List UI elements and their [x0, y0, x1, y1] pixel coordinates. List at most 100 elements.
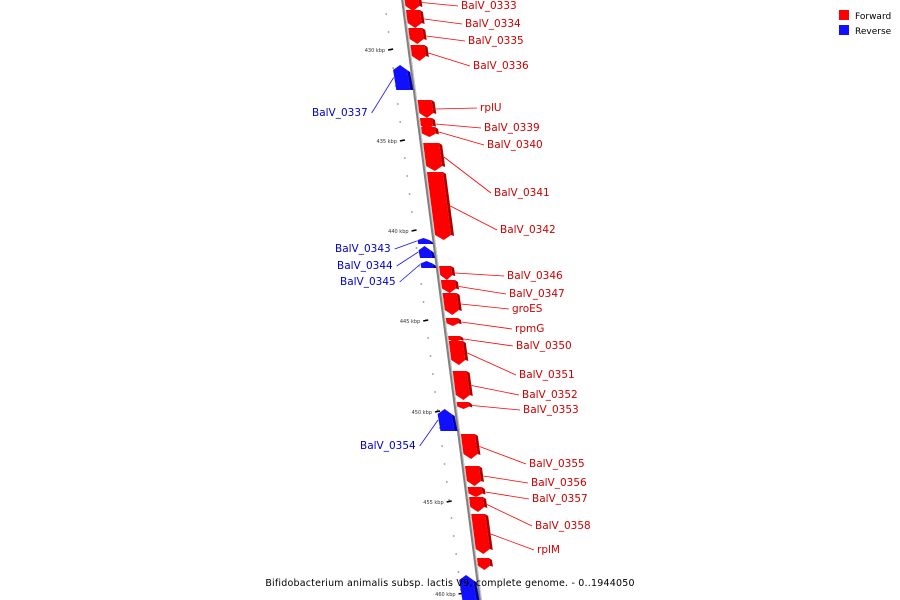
gene-leader-line	[454, 272, 505, 277]
gene-arrow	[459, 575, 480, 600]
gene-label: BalV_0340	[487, 139, 543, 151]
gene-label: groES	[512, 303, 543, 315]
gene-label: BalV_0357	[532, 493, 588, 505]
gene-label: BalV_0356	[531, 477, 587, 489]
tick-label: 445 kbp	[400, 319, 420, 325]
gene-label: BalV_0341	[494, 187, 550, 199]
gene-arrow	[410, 45, 429, 61]
legend-label: Reverse	[855, 27, 892, 37]
gene-leader-line	[485, 491, 530, 500]
tick-label: 430 kbp	[365, 48, 385, 54]
gene-arrow	[420, 261, 437, 268]
map-caption: Bifidobacterium animalis subsp. lactis V…	[265, 578, 635, 589]
gene-arrow	[423, 143, 446, 171]
gene-label: BalV_0352	[522, 389, 578, 401]
gene-arrow	[448, 336, 464, 342]
gene-arrow	[469, 497, 488, 512]
genome-backbone	[401, 0, 482, 600]
gene-leader-line	[438, 131, 485, 146]
major-tick	[411, 229, 417, 232]
gene-leader-line	[394, 240, 417, 250]
gene-labels: BalV_0333 BalV_0334 BalV_0335 BalV_0336 BalV…	[312, 0, 591, 556]
backbone-ticks: 430 kbp 435 kbp 440 kbp 445 kbp 450 kbp 455 k…	[365, 13, 464, 598]
gene-leader-line	[483, 475, 529, 484]
major-tick	[387, 48, 394, 51]
gene-arrow	[439, 266, 456, 280]
gene-label: rpmG	[515, 323, 544, 335]
gene-label: BalV_0344	[337, 260, 393, 272]
gene-label: BalV_0342	[500, 224, 556, 236]
gene-leader-line	[471, 385, 520, 396]
gene-arrow	[404, 0, 423, 11]
gene-leader-line	[428, 52, 471, 67]
major-tick	[423, 319, 429, 322]
gene-arrow	[476, 558, 493, 570]
gene-label: BalV_0346	[507, 270, 563, 282]
gene-arrow	[460, 434, 481, 459]
gene-label: BalV_0358	[535, 520, 591, 532]
gene-leader-line	[426, 35, 466, 42]
gene-leader-line	[461, 321, 513, 330]
gene-leader-line	[421, 2, 459, 7]
gene-label: BalV_0336	[473, 60, 529, 72]
genome-backbone-highlight	[403, 0, 482, 600]
gene-features	[393, 0, 493, 600]
tick-label: 455 kbp	[423, 500, 443, 506]
tick-label: 440 kbp	[388, 229, 408, 235]
gene-arrow	[464, 466, 484, 486]
gene-label: BalV_0339	[484, 122, 540, 134]
gene-label: rplM	[537, 544, 560, 556]
gene-label: BalV_0337	[312, 107, 368, 119]
gene-leader-line	[486, 504, 533, 527]
gene-label: BalV_0334	[465, 18, 521, 30]
gene-arrow	[448, 341, 469, 365]
major-tick	[434, 410, 441, 413]
gene-arrow	[471, 514, 493, 554]
gene-leader-line	[450, 205, 498, 231]
gene-label: BalV_0347	[509, 288, 565, 300]
major-tick	[399, 139, 406, 142]
gene-arrow	[421, 127, 439, 137]
legend: Forward Reverse	[839, 10, 892, 37]
legend-label: Forward	[855, 12, 891, 22]
gene-leader-line	[371, 77, 395, 114]
gene-leader-line	[458, 286, 507, 295]
gene-leader-line	[396, 251, 419, 267]
gene-arrow	[417, 238, 434, 244]
gene-label: BalV_0343	[335, 243, 391, 255]
gene-arrow	[456, 402, 473, 409]
gene-arrow	[417, 100, 437, 118]
gene-arrow	[393, 65, 414, 90]
gene-label: BalV_0350	[516, 340, 572, 352]
gene-label: BalV_0355	[529, 458, 585, 470]
gene-leader-line	[435, 107, 478, 110]
gene-label: BalV_0354	[360, 440, 416, 452]
gene-leader-line	[399, 264, 421, 283]
gene-leader-line	[460, 303, 510, 310]
gene-leader-line	[424, 18, 463, 25]
legend-swatch	[839, 10, 849, 20]
gene-arrow	[405, 10, 425, 28]
gene-label: BalV_0353	[523, 404, 579, 416]
tick-label: 450 kbp	[412, 410, 432, 416]
gene-leader-line	[435, 123, 482, 129]
gene-leader-line	[467, 352, 517, 376]
gene-arrow	[408, 28, 427, 44]
gene-leader-line	[490, 533, 535, 551]
gene-label: BalV_0351	[519, 369, 575, 381]
gene-leader-line	[419, 419, 439, 447]
gene-label: BalV_0345	[340, 276, 396, 288]
gene-arrow	[418, 246, 436, 258]
gene-arrow	[426, 172, 455, 240]
gene-arrow	[437, 409, 458, 431]
tick-label: 460 kbp	[435, 592, 455, 598]
gene-arrow	[467, 487, 486, 497]
gene-leader-line	[479, 446, 527, 465]
gene-leader-line	[443, 156, 492, 194]
gene-arrow	[442, 293, 462, 315]
gene-leader-line	[463, 338, 514, 347]
gene-arrow	[440, 280, 460, 293]
gene-label: rplU	[480, 102, 502, 114]
gene-arrow	[452, 371, 473, 400]
